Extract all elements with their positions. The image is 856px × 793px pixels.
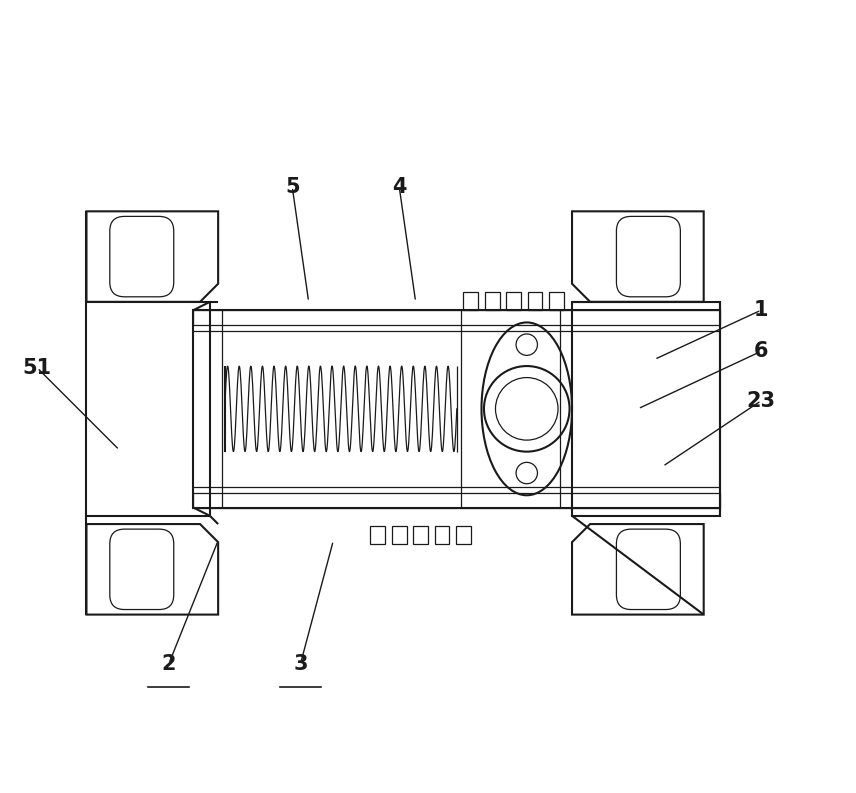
- Text: 51: 51: [22, 358, 51, 377]
- Bar: [371, 526, 385, 544]
- Bar: [456, 526, 471, 544]
- Text: 3: 3: [294, 654, 307, 674]
- Bar: [193, 310, 720, 325]
- Bar: [193, 492, 720, 508]
- Bar: [413, 526, 428, 544]
- Text: 6: 6: [754, 341, 769, 362]
- Bar: [572, 302, 720, 515]
- Text: 5: 5: [285, 177, 300, 197]
- Bar: [193, 310, 720, 508]
- Text: 1: 1: [754, 300, 769, 320]
- Bar: [506, 292, 521, 310]
- Bar: [484, 292, 500, 310]
- Bar: [527, 292, 543, 310]
- Bar: [463, 292, 479, 310]
- Bar: [392, 526, 407, 544]
- Text: 4: 4: [392, 177, 407, 197]
- Text: 2: 2: [162, 654, 176, 674]
- Bar: [435, 526, 449, 544]
- Bar: [549, 292, 564, 310]
- Bar: [86, 302, 210, 515]
- Text: 23: 23: [746, 391, 776, 411]
